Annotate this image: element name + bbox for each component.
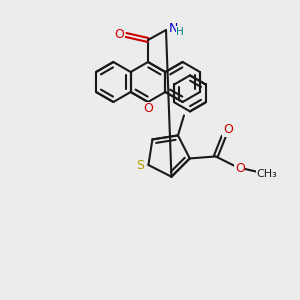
Text: O: O bbox=[223, 123, 233, 136]
Text: H: H bbox=[176, 27, 184, 37]
Text: O: O bbox=[235, 162, 245, 175]
Text: CH₃: CH₃ bbox=[256, 169, 277, 179]
Text: N: N bbox=[168, 22, 178, 34]
Text: O: O bbox=[143, 103, 153, 116]
Text: O: O bbox=[114, 28, 124, 41]
Text: S: S bbox=[136, 160, 144, 172]
